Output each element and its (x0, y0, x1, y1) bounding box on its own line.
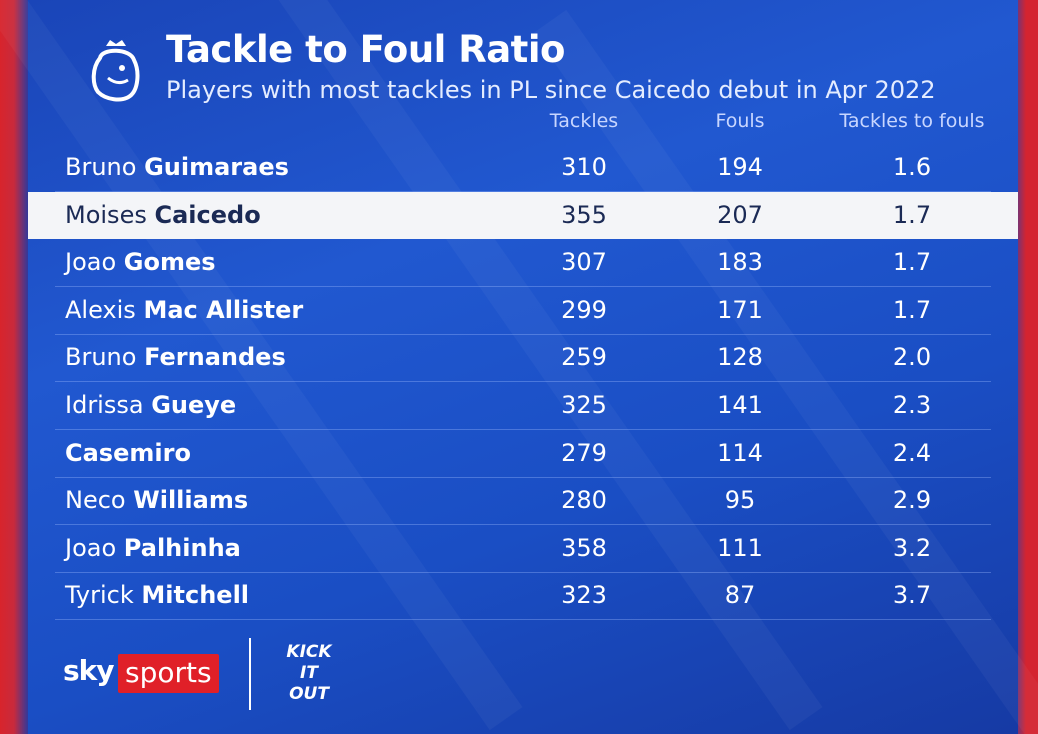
cell: 1.6 (892, 153, 932, 181)
last-name: Fernandes (144, 343, 286, 372)
divider (249, 638, 251, 710)
table-row: Joao Gomes 307 183 1.7 (55, 239, 991, 288)
cell: 2.0 (892, 343, 932, 372)
column-header: Fouls (715, 110, 765, 132)
table-row: Moises Caicedo 355 207 1.7 (28, 191, 1018, 239)
table-row: Bruno Guimaraes 310 194 1.6 (55, 144, 991, 192)
first-name: Idrissa (65, 391, 144, 419)
table-row: Neco Williams 280 95 2.9 (55, 477, 991, 526)
player-name: Joao Gomes (65, 248, 216, 276)
last-name: Mac Allister (143, 295, 304, 324)
player-name: Neco Williams (65, 486, 248, 514)
cell: 310 (561, 153, 607, 181)
player-name: Moises Caicedo (65, 201, 261, 229)
cell: 1.7 (892, 200, 932, 229)
cell: 355 (561, 200, 607, 229)
player-name: Casemiro (65, 439, 191, 467)
last-name: Gomes (123, 248, 216, 277)
last-name: Caicedo (154, 200, 261, 229)
cell: 2.9 (892, 486, 932, 515)
partner-word: KICK (286, 642, 332, 662)
cell: 325 (561, 391, 607, 419)
last-name: Casemiro (65, 438, 191, 467)
table-row: Tyrick Mitchell 323 87 3.7 (55, 572, 991, 621)
first-name: Neco (65, 486, 126, 515)
cell: 111 (717, 533, 763, 562)
league-logo (91, 40, 140, 102)
cell: 3.2 (892, 533, 932, 562)
first-name: Bruno (65, 153, 137, 181)
table-row: Idrissa Gueye 325 141 2.3 (55, 382, 991, 430)
cell: 128 (717, 343, 763, 372)
last-name: Mitchell (141, 581, 250, 610)
partner-logo: KICK IT OUT (274, 642, 344, 705)
cell: 307 (561, 248, 607, 277)
table-row: Casemiro 279 114 2.4 (55, 430, 991, 478)
table-row: Bruno Fernandes 259 128 2.0 (55, 334, 991, 383)
cell: 358 (561, 533, 607, 562)
cell: 183 (717, 248, 763, 277)
first-name: Tyrick (65, 581, 134, 610)
cell: 1.7 (892, 248, 932, 277)
last-name: Gueye (151, 391, 237, 419)
subtitle: Players with most tackles in PL since Ca… (166, 76, 936, 104)
last-name: Guimaraes (144, 153, 289, 181)
last-name: Palhinha (123, 533, 241, 562)
first-name: Joao (65, 533, 117, 562)
title: Tackle to Foul Ratio (166, 28, 565, 71)
brand-sky: sky (63, 654, 115, 687)
partner-word: IT (300, 663, 318, 683)
cell: 323 (561, 581, 607, 610)
cell: 194 (717, 153, 763, 181)
table-row: Alexis Mac Allister 299 171 1.7 (55, 287, 991, 335)
cell: 299 (561, 295, 607, 324)
cell: 1.7 (892, 295, 932, 324)
player-name: Bruno Guimaraes (65, 153, 289, 181)
column-header: Tackles to fouls (839, 110, 985, 132)
cell: 259 (561, 343, 607, 372)
brand-sports: sports (118, 654, 219, 693)
cell: 3.7 (892, 581, 932, 610)
partner-word: OUT (289, 684, 329, 704)
cell: 141 (717, 391, 763, 419)
first-name: Bruno (65, 343, 137, 372)
player-name: Bruno Fernandes (65, 343, 286, 371)
cell: 95 (724, 486, 756, 515)
cell: 280 (561, 486, 607, 515)
cell: 114 (717, 438, 763, 467)
player-name: Idrissa Gueye (65, 391, 236, 419)
cell: 207 (717, 200, 763, 229)
last-name: Williams (133, 486, 249, 515)
player-name: Alexis Mac Allister (65, 296, 303, 324)
first-name: Moises (65, 200, 147, 229)
cell: 171 (717, 295, 763, 324)
first-name: Joao (65, 248, 117, 277)
cell: 2.4 (892, 438, 932, 467)
cell: 279 (561, 438, 607, 467)
table-row: Joao Palhinha 358 111 3.2 (55, 525, 991, 573)
player-name: Tyrick Mitchell (65, 581, 249, 609)
cell: 87 (724, 581, 756, 610)
first-name: Alexis (65, 295, 136, 324)
player-name: Joao Palhinha (65, 534, 241, 562)
cell: 2.3 (892, 391, 932, 419)
column-header: Tackles (549, 110, 619, 132)
